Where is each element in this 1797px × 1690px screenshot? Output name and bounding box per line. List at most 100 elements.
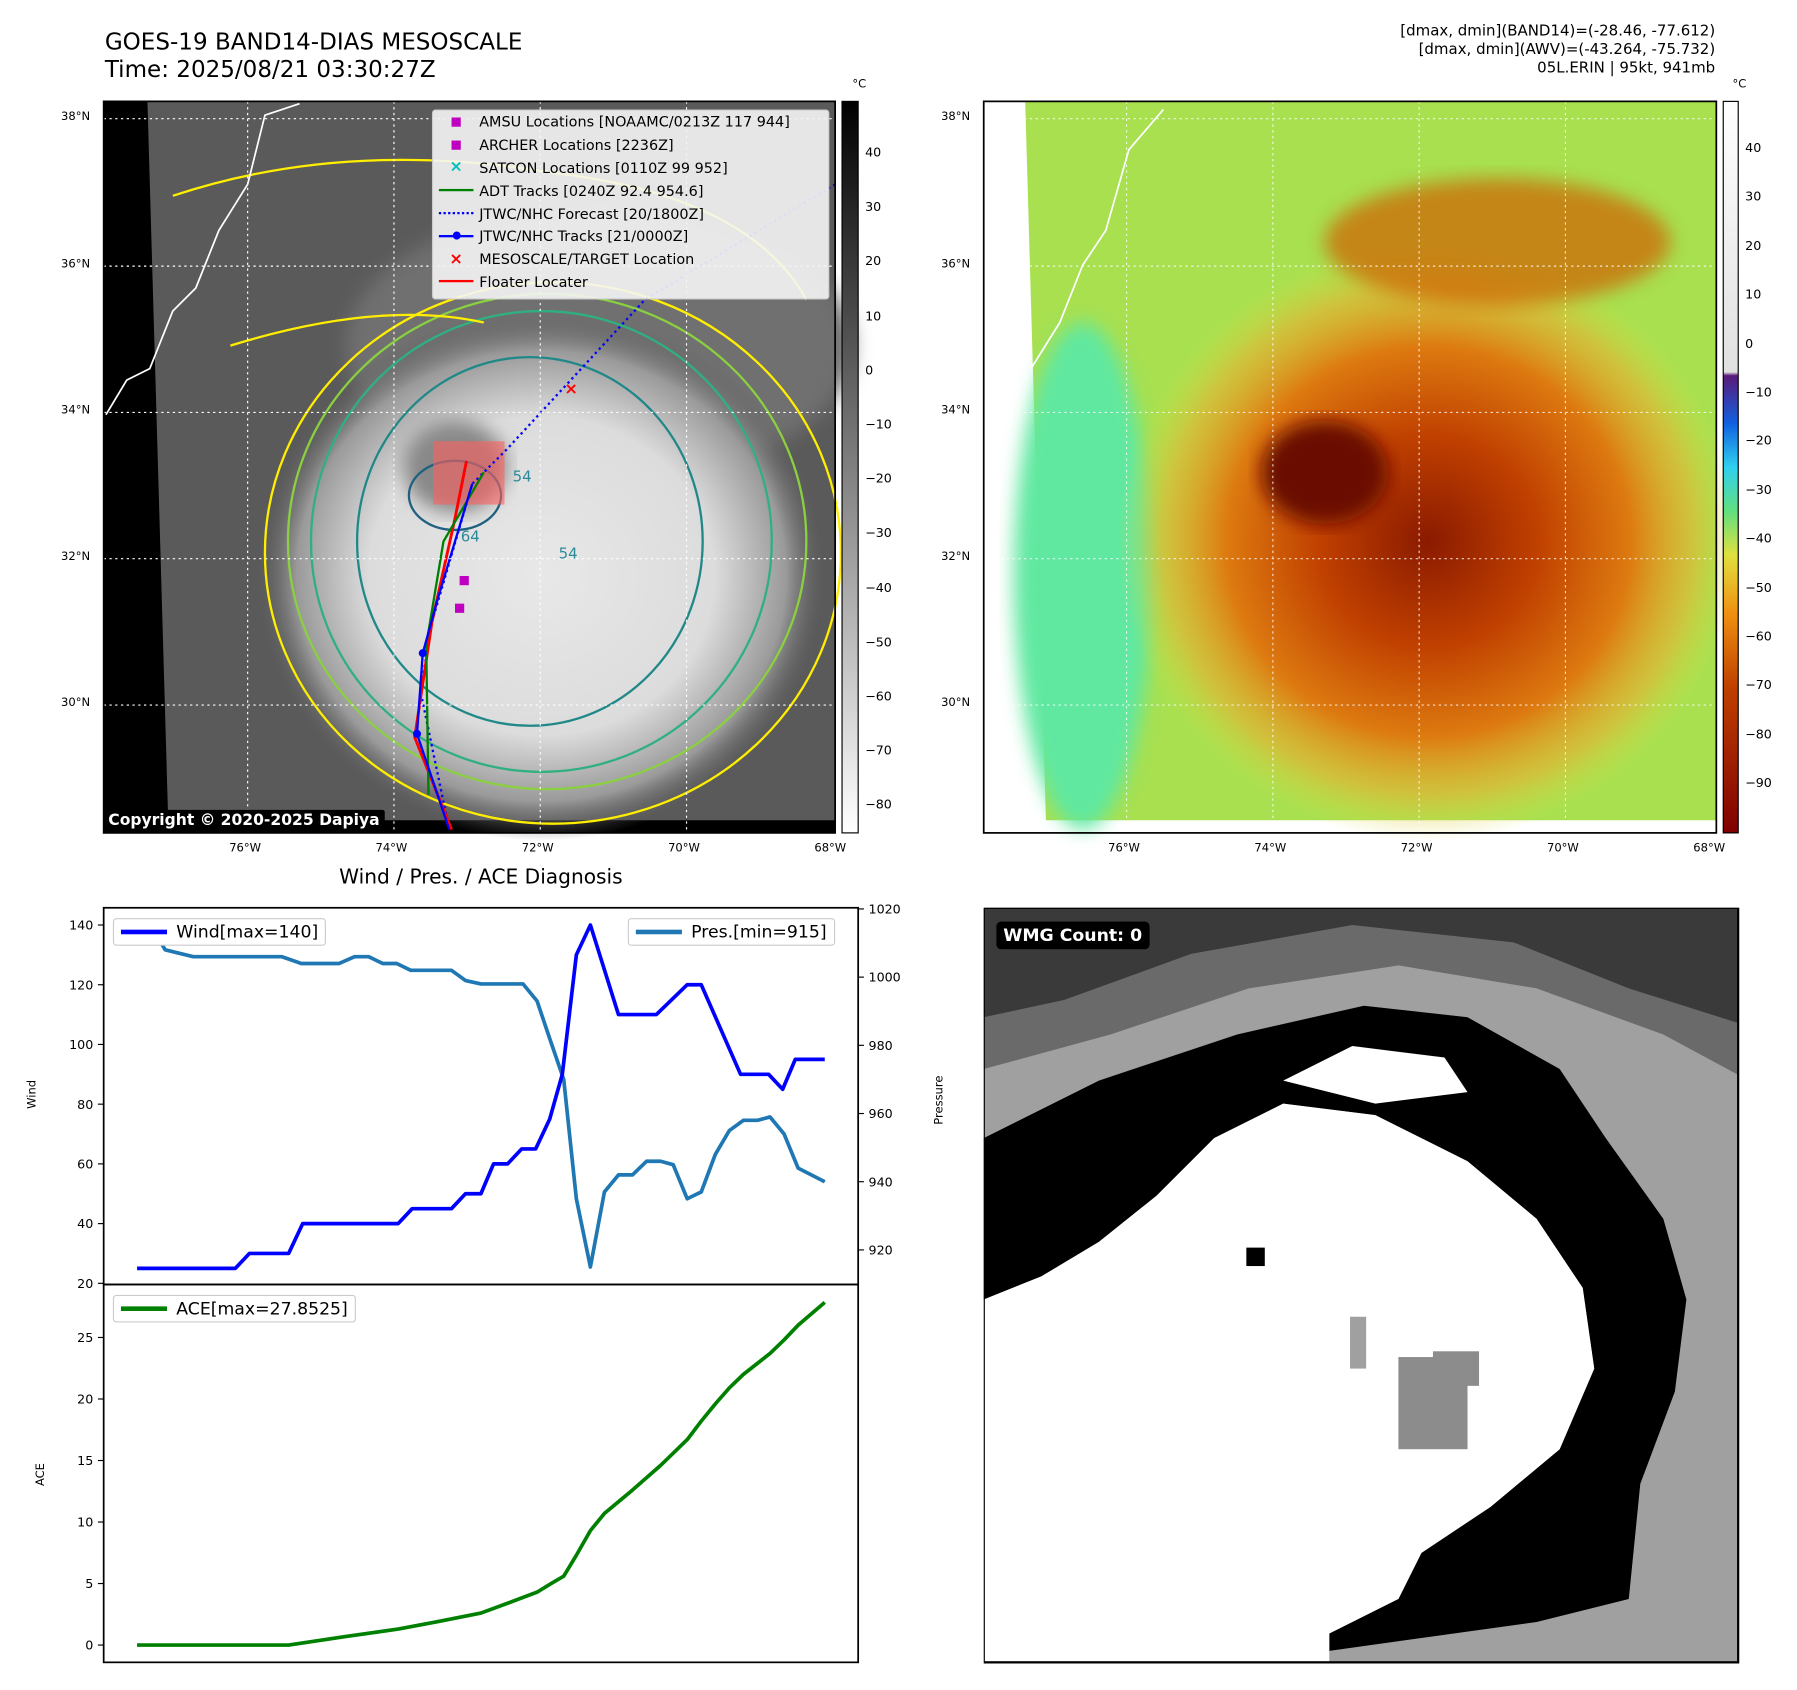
legend-item: JTWC/NHC Tracks [21/0000Z] bbox=[433, 225, 828, 248]
pressure-legend: Pres.[min=915] bbox=[627, 918, 835, 946]
right-map-lon-label: 70°W bbox=[1547, 842, 1579, 855]
left-map-lon-label: 68°W bbox=[814, 842, 847, 855]
right-colorbar-tick: 0 bbox=[1745, 335, 1754, 351]
diagnosis-chart: 2040608010012014092094096098010001020051… bbox=[25, 902, 945, 1664]
contour-label: 64 bbox=[461, 527, 480, 545]
wind-y-tick-label: 80 bbox=[77, 1097, 93, 1112]
right-colorbar-tick: −80 bbox=[1745, 726, 1772, 742]
left-colorbar-tick: −30 bbox=[865, 525, 892, 541]
ace-axes bbox=[102, 1283, 860, 1664]
right-map-panel[interactable] bbox=[982, 100, 1740, 841]
contour-label: 54 bbox=[513, 468, 532, 486]
ace-y-tick-label: 15 bbox=[77, 1453, 93, 1468]
wind-y-tick-label: 140 bbox=[69, 918, 93, 933]
map-legend: AMSU Locations [NOAAMC/0213Z 117 944] ARC… bbox=[431, 109, 830, 300]
contour-label: 54 bbox=[559, 545, 578, 563]
left-map-lat-label: 30°N bbox=[61, 696, 91, 710]
ace-line bbox=[137, 1301, 826, 1647]
right-colorbar-tick: −60 bbox=[1745, 628, 1772, 644]
x-marker-icon: × bbox=[449, 249, 463, 269]
pressure-y-tick-label: 960 bbox=[869, 1106, 893, 1121]
legend-label: JTWC/NHC Tracks [21/0000Z] bbox=[479, 227, 689, 245]
legend-item: Floater Locater bbox=[433, 270, 828, 293]
legend-item: × MESOSCALE/TARGET Location bbox=[433, 247, 828, 270]
pressure-y-tick-label: 1000 bbox=[869, 970, 901, 985]
info-line-storm: 05L.ERIN | 95kt, 941mb bbox=[1537, 59, 1716, 78]
pressure-y-tick-label: 940 bbox=[869, 1174, 893, 1189]
right-colorbar-tick: −10 bbox=[1745, 384, 1772, 400]
left-colorbar-tick: −50 bbox=[865, 634, 892, 650]
pressure-legend-swatch bbox=[635, 929, 682, 935]
pressure-line bbox=[137, 924, 826, 1269]
left-map-lon-label: 74°W bbox=[375, 842, 408, 855]
left-colorbar-tick: 30 bbox=[865, 199, 882, 215]
map-graphics: × 54 64 54 bbox=[102, 100, 1740, 841]
left-colorbar-tick: −20 bbox=[865, 471, 892, 487]
x-marker-icon: × bbox=[449, 158, 463, 177]
coastline bbox=[105, 102, 300, 416]
ace-y-tick-label: 20 bbox=[77, 1392, 93, 1407]
wind-y-tick-label: 20 bbox=[77, 1276, 93, 1291]
left-colorbar-tick: −80 bbox=[865, 797, 892, 813]
legend-item: × SATCON Locations [0110Z 99 952] bbox=[433, 156, 828, 179]
right-map-lon-label: 68°W bbox=[1693, 842, 1726, 855]
pressure-axis-label: Pressure bbox=[931, 1076, 945, 1125]
ace-legend-swatch bbox=[120, 1306, 168, 1311]
pressure-y-tick-label: 1020 bbox=[869, 902, 901, 917]
ace-y-tick-label: 0 bbox=[85, 1638, 93, 1653]
legend-label: ADT Tracks [0240Z 92.4 954.6] bbox=[479, 181, 704, 200]
right-colorbar-tick: −70 bbox=[1745, 677, 1772, 693]
left-colorbar bbox=[841, 100, 859, 834]
info-line-awv: [dmax, dmin](AWV)=(-43.264, -75.732) bbox=[1418, 41, 1716, 59]
right-colorbar-tick: −30 bbox=[1745, 482, 1772, 498]
wind-y-tick-label: 100 bbox=[69, 1037, 93, 1052]
wind-legend-swatch bbox=[120, 929, 168, 935]
line-marker-icon bbox=[433, 189, 479, 192]
wmg-count-badge: WMG Count: 0 bbox=[996, 921, 1150, 950]
legend-label: MESOSCALE/TARGET Location bbox=[479, 250, 695, 268]
right-map-lat-label: 36°N bbox=[941, 258, 971, 271]
right-map-lat-label: 34°N bbox=[941, 404, 971, 418]
right-colorbar-unit: °C bbox=[1732, 78, 1747, 92]
chart-title: Wind / Pres. / ACE Diagnosis bbox=[339, 866, 623, 890]
ace-legend-label: ACE[max=27.8525] bbox=[176, 1298, 348, 1320]
wind-legend-label: Wind[max=140] bbox=[176, 921, 319, 943]
wind-y-tick-label: 60 bbox=[77, 1156, 93, 1171]
coastline bbox=[1030, 108, 1165, 370]
wind-axis-label: Wind bbox=[25, 1080, 39, 1109]
left-colorbar-tick: 10 bbox=[865, 308, 882, 324]
right-colorbar-tick: 20 bbox=[1745, 238, 1762, 254]
left-map-lon-label: 72°W bbox=[521, 842, 554, 855]
wind-line bbox=[137, 923, 825, 1271]
legend-label: JTWC/NHC Forecast [20/1800Z] bbox=[479, 204, 705, 222]
ace-y-tick-label: 25 bbox=[77, 1330, 93, 1345]
wind-y-tick-label: 120 bbox=[69, 977, 93, 992]
right-colorbar-tick: 30 bbox=[1745, 189, 1762, 205]
right-map-lon-label: 76°W bbox=[1108, 842, 1140, 855]
wmg-panel[interactable] bbox=[983, 907, 1740, 1664]
line-marker-icon bbox=[433, 280, 479, 283]
left-map-lat-label: 36°N bbox=[61, 258, 91, 271]
info-line-band14: [dmax, dmin](BAND14)=(-28.46, -77.612) bbox=[1400, 23, 1716, 41]
left-colorbar-tick: −70 bbox=[865, 743, 892, 759]
pressure-y-tick-label: 920 bbox=[869, 1243, 893, 1258]
legend-item: JTWC/NHC Forecast [20/1800Z] bbox=[433, 202, 828, 225]
left-map-lon-label: 70°W bbox=[668, 842, 700, 855]
square-marker-icon bbox=[433, 117, 479, 127]
left-colorbar-tick: 40 bbox=[865, 145, 882, 161]
left-map-lon-label: 76°W bbox=[229, 842, 262, 855]
left-colorbar-tick: −40 bbox=[865, 580, 892, 596]
left-map-lat-label: 32°N bbox=[61, 550, 91, 564]
right-map-lon-label: 72°W bbox=[1400, 842, 1433, 855]
storm-info: [dmax, dmin](BAND14)=(-28.46, -77.612) [… bbox=[1400, 23, 1715, 78]
left-map-lat-label: 34°N bbox=[61, 404, 91, 418]
right-map-lat-label: 38°N bbox=[941, 110, 971, 124]
square-marker-icon bbox=[433, 140, 479, 150]
right-colorbar-tick: −50 bbox=[1745, 580, 1772, 596]
right-colorbar-tick: −40 bbox=[1745, 531, 1772, 547]
left-colorbar-tick: 0 bbox=[865, 362, 874, 378]
right-colorbar-tick: −90 bbox=[1745, 775, 1772, 791]
right-map-lat-label: 32°N bbox=[941, 550, 971, 564]
left-map-lat-label: 38°N bbox=[61, 110, 91, 124]
